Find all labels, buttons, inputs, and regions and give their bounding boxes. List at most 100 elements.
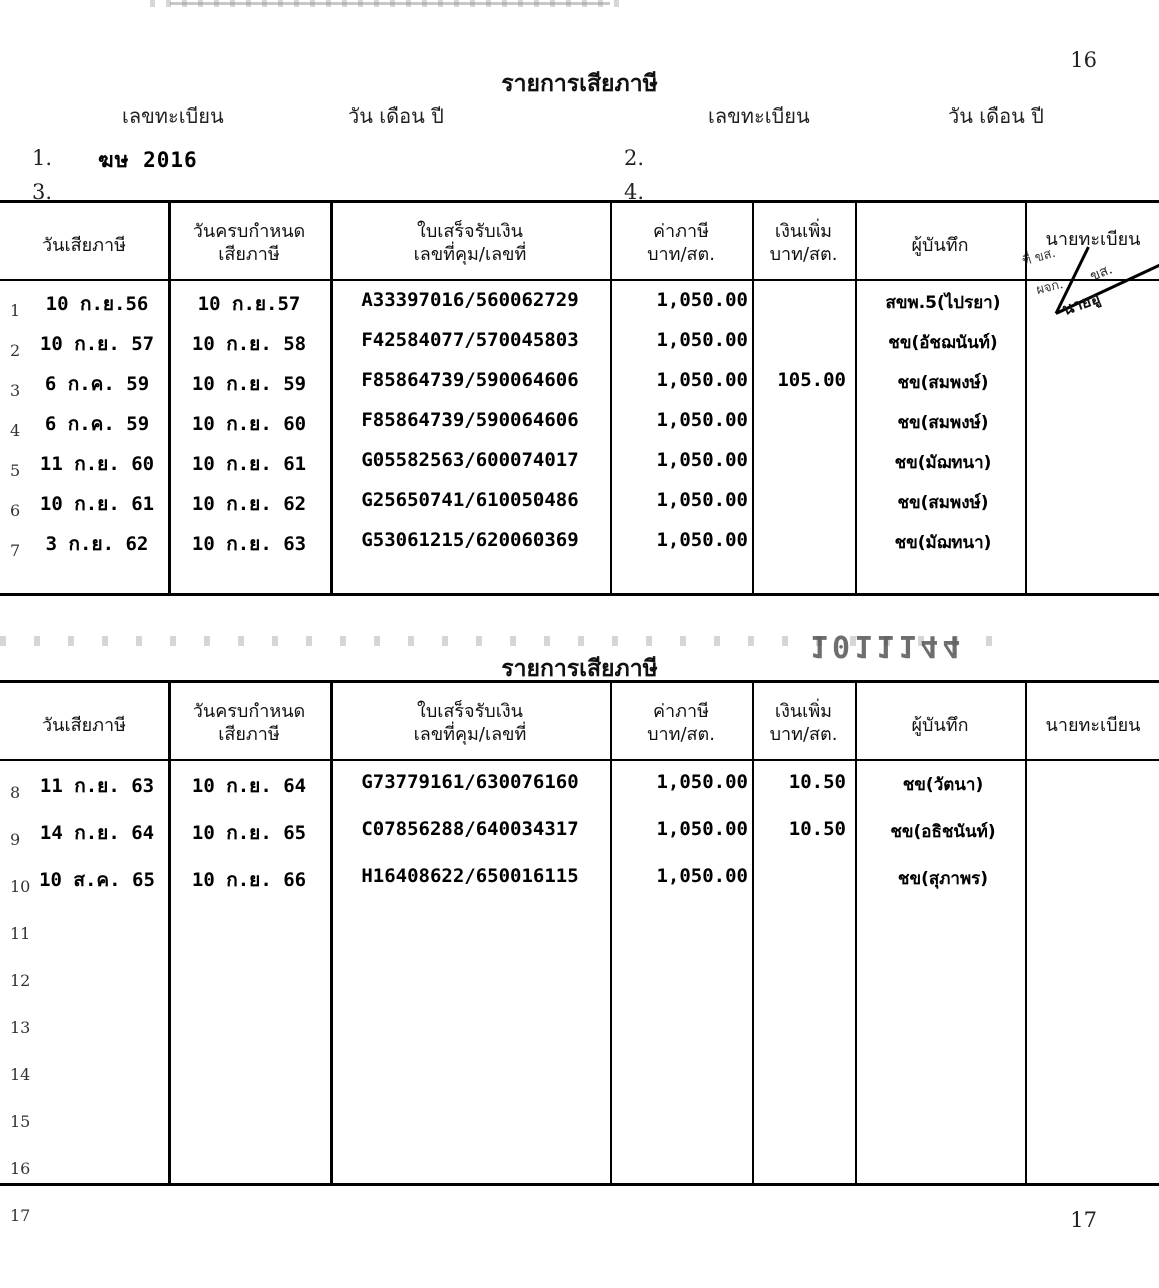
cell-tax-due-date: 10 ก.ย. 59 — [191, 373, 307, 395]
table-column-divider — [168, 683, 171, 1183]
table-column-divider — [1025, 683, 1027, 1183]
table-column-divider — [168, 203, 171, 593]
cell-tax-paid-date: 11 ก.ย. 60 — [39, 453, 155, 475]
cell-tax-amount: 1,050.00 — [656, 489, 748, 511]
document-title-top: รายการเสียภาษี — [501, 71, 658, 97]
legend-date-2: วัน เดือน ปี — [948, 104, 1044, 128]
header-tax-amount-line1: ค่าภาษี — [653, 221, 709, 242]
header-receipt-line2: เลขที่คุม/เลขที่ — [413, 243, 527, 265]
row-number: 12 — [10, 971, 31, 990]
header-surcharge-line1: เงินเพิ่ม — [774, 221, 833, 242]
cell-surcharge-amount: 10.50 — [788, 818, 846, 840]
cell-recorder-name: ชข(สมพงษ์) — [897, 493, 989, 513]
entry-number-2: 2. — [624, 146, 645, 170]
row-number: 5 — [10, 461, 21, 480]
cell-recorder-name: สขพ.5(ไปรยา) — [885, 293, 1001, 313]
cell-recorder-name: ชข(สมพงษ์) — [897, 373, 989, 393]
header-tax-due-date: วันครบกำหนด เสียภาษี — [170, 221, 328, 266]
header-recorder: ผู้บันทึก — [911, 715, 969, 736]
row-number: 14 — [10, 1065, 31, 1084]
cell-tax-amount: 1,050.00 — [656, 409, 748, 431]
cell-tax-paid-date: 11 ก.ย. 63 — [39, 775, 155, 797]
cell-receipt-number: F85864739/590064606 — [361, 409, 579, 431]
header-receipt-line2: เลขที่คุม/เลขที่ — [413, 723, 527, 745]
cell-receipt-number: C07856288/640034317 — [361, 818, 579, 840]
header-surcharge-line2: บาท/สต. — [769, 243, 838, 265]
cell-receipt-number: G05582563/600074017 — [361, 449, 579, 471]
row-number: 4 — [10, 421, 21, 440]
cell-receipt-number: F85864739/590064606 — [361, 369, 579, 391]
header-surcharge-line2: บาท/สต. — [769, 723, 838, 745]
cell-tax-due-date: 10 ก.ย. 62 — [191, 493, 307, 515]
cell-receipt-number: F42584077/570045803 — [361, 329, 579, 351]
table-column-divider — [330, 203, 333, 593]
page-number-bottom: 17 — [1070, 1208, 1097, 1232]
header-tax-due-date-line2: เสียภาษี — [218, 723, 280, 745]
legend-registration-2: เลขทะเบียน — [708, 104, 810, 128]
header-tax-amount-line2: บาท/สต. — [647, 243, 715, 265]
row-number: 2 — [10, 341, 21, 360]
row-number: 6 — [10, 501, 21, 520]
cell-recorder-name: ชข(มัฌทนา) — [894, 533, 992, 553]
entry-number-1: 1. — [32, 146, 53, 170]
cell-tax-paid-date: 10 ก.ย. 57 — [39, 333, 155, 355]
header-tax-due-date: วันครบกำหนด เสียภาษี — [170, 701, 328, 746]
header-receipt-line1: ใบเสร็จรับเงิน — [417, 701, 523, 722]
table-column-divider — [752, 683, 754, 1183]
header-receipt-line1: ใบเสร็จรับเงิน — [417, 221, 523, 242]
legend-date-1: วัน เดือน ปี — [348, 104, 444, 128]
cell-tax-due-date: 10 ก.ย. 58 — [191, 333, 307, 355]
cell-recorder-name: ชข(มัฌทนา) — [894, 453, 992, 473]
registration-number-value: ฆษ 2016 — [98, 148, 198, 172]
document-title-bottom: รายการเสียภาษี — [501, 656, 658, 682]
header-registrar: นายทะเบียน — [1045, 229, 1141, 250]
header-registrar: นายทะเบียน — [1045, 715, 1141, 736]
entry-number-block: 1. ฆษ 2016 2. 3. 4. — [0, 142, 1159, 204]
cell-tax-paid-date: 14 ก.ย. 64 — [39, 822, 155, 844]
header-tax-paid-date: วันเสียภาษี — [42, 235, 126, 256]
cell-tax-paid-date: 6 ก.ค. 59 — [44, 413, 150, 435]
table-header-rule — [0, 759, 1159, 761]
header-surcharge: เงินเพิ่ม บาท/สต. — [754, 701, 853, 746]
cell-tax-amount: 1,050.00 — [656, 369, 748, 391]
table-column-divider — [610, 683, 612, 1183]
header-receipt: ใบเสร็จรับเงิน เลขที่คุม/เลขที่ — [332, 221, 608, 266]
row-number: 16 — [10, 1159, 31, 1178]
cell-tax-paid-date: 3 ก.ย. 62 — [45, 533, 149, 555]
cell-tax-amount: 1,050.00 — [656, 818, 748, 840]
row-number: 1 — [10, 301, 21, 320]
cell-recorder-name: ชข(อธิชนันท์) — [890, 822, 996, 842]
cell-tax-paid-date: 10 ก.ย.56 — [45, 293, 149, 315]
table-column-divider — [330, 683, 333, 1183]
entry-number-4: 4. — [624, 180, 645, 204]
cell-tax-due-date: 10 ก.ย. 64 — [191, 775, 307, 797]
header-tax-due-date-line2: เสียภาษี — [218, 243, 280, 265]
cell-tax-paid-date: 10 ส.ค. 65 — [39, 869, 155, 891]
header-tax-amount-line1: ค่าภาษี — [653, 701, 709, 722]
cell-tax-due-date: 10 ก.ย. 60 — [191, 413, 307, 435]
cell-tax-amount: 1,050.00 — [656, 529, 748, 551]
cell-surcharge-amount: 10.50 — [788, 771, 846, 793]
cell-tax-paid-date: 6 ก.ค. 59 — [44, 373, 150, 395]
cell-recorder-name: ชข(อัชฌนันท์) — [888, 333, 998, 353]
row-number: 11 — [10, 924, 31, 943]
header-tax-due-date-line1: วันครบกำหนด — [192, 701, 306, 722]
header-receipt: ใบเสร็จรับเงิน เลขที่คุม/เลขที่ — [332, 701, 608, 746]
cell-tax-amount: 1,050.00 — [656, 771, 748, 793]
cell-receipt-number: G53061215/620060369 — [361, 529, 579, 551]
cell-receipt-number: H16408622/650016115 — [361, 865, 579, 887]
header-tax-due-date-line1: วันครบกำหนด — [192, 221, 306, 242]
cell-receipt-number: A33397016/560062729 — [361, 289, 579, 311]
header-tax-paid-date: วันเสียภาษี — [42, 715, 126, 736]
cell-recorder-name: ชข(สุภาพร) — [897, 869, 989, 889]
row-number: 13 — [10, 1018, 31, 1037]
row-number: 7 — [10, 541, 21, 560]
header-tax-amount-line2: บาท/สต. — [647, 723, 715, 745]
row-number: 15 — [10, 1112, 31, 1131]
column-legend-top: เลขทะเบียน วัน เดือน ปี เลขทะเบียน วัน เ… — [0, 100, 1159, 130]
header-tax-amount: ค่าภาษี บาท/สต. — [612, 701, 750, 746]
cell-receipt-number: G73779161/630076160 — [361, 771, 579, 793]
cell-recorder-name: ชข(สมพงษ์) — [897, 413, 989, 433]
cell-tax-due-date: 10 ก.ย. 65 — [191, 822, 307, 844]
tax-record-table-top: วันเสียภาษี วันครบกำหนด เสียภาษี ใบเสร็จ… — [0, 200, 1159, 596]
